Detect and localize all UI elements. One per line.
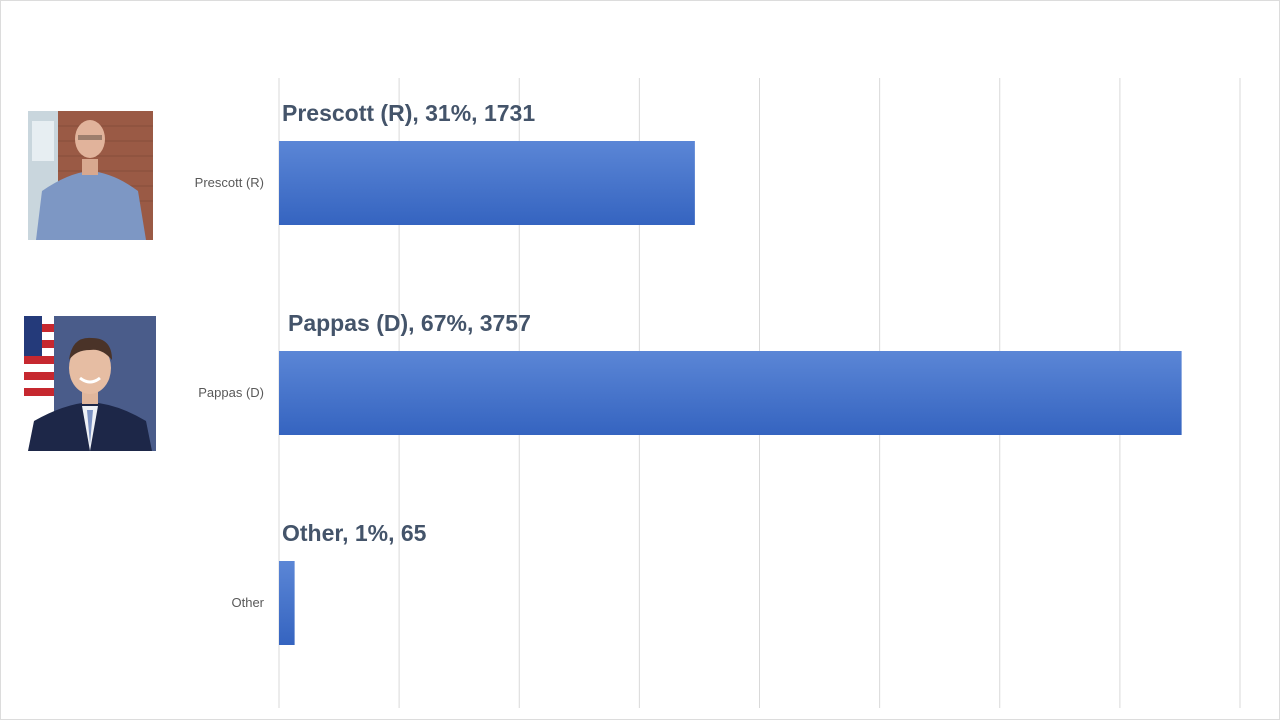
candidate-photo-prescott (28, 111, 153, 240)
bar-other (279, 561, 295, 645)
data-labels: Prescott (R), 31%, 1731 Pappas (D), 67%, … (282, 100, 535, 546)
data-label: Other, 1%, 65 (282, 520, 427, 546)
bars (279, 141, 1182, 645)
data-label: Prescott (R), 31%, 1731 (282, 100, 535, 126)
bar-prescott-r (279, 141, 695, 225)
category-label: Other (231, 595, 264, 610)
bar-pappas-d (279, 351, 1182, 435)
category-label: Prescott (R) (195, 175, 264, 190)
category-label: Pappas (D) (198, 385, 264, 400)
category-labels: Prescott (R) Pappas (D) Other (195, 175, 265, 610)
candidate-photo-pappas (24, 316, 156, 451)
data-label: Pappas (D), 67%, 3757 (288, 310, 531, 336)
